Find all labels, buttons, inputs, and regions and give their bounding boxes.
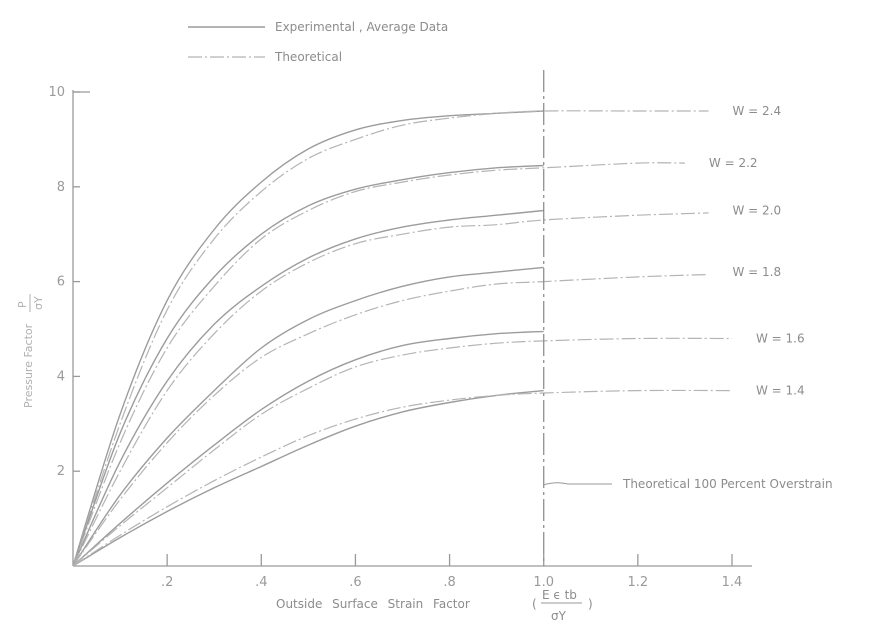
- y-axis-fraction-numerator: P: [16, 301, 29, 308]
- legend-experimental-label: Experimental , Average Data: [275, 20, 448, 34]
- series-18: W = 1.8: [72, 265, 781, 567]
- series-16: W = 1.6: [72, 330, 805, 567]
- experimental-curve: [72, 389, 544, 567]
- series-22: W = 2.2: [72, 156, 758, 567]
- experimental-curve: [72, 209, 544, 567]
- series-label: W = 2.4: [732, 104, 781, 118]
- theoretical-curve: [72, 212, 709, 567]
- y-axis-label: Pressure Factor: [22, 323, 35, 408]
- theoretical-curve: [72, 110, 709, 567]
- series-24: W = 2.4: [72, 104, 781, 567]
- legend-theoretical-label: Theoretical: [274, 50, 342, 64]
- series-label: W = 2.2: [709, 156, 758, 170]
- y-tick-label: 4: [57, 369, 65, 384]
- series-label: W = 1.6: [756, 331, 805, 345]
- y-axis-fraction-denominator: σY: [32, 296, 45, 310]
- x-axis-title: Outside Surface Strain Factor ( E ϵ tb σ…: [276, 588, 593, 623]
- y-axis-title: Pressure Factor P σY: [16, 294, 45, 408]
- overstrain-label: Theoretical 100 Percent Overstrain: [622, 477, 833, 491]
- x-tick-label: .4: [255, 575, 267, 590]
- axes: [72, 90, 752, 567]
- axis-ticks: .2 .4 .6 .8 1.0 1.2 1.4 2 4 6 8 10: [48, 85, 742, 590]
- series-20: W = 2.0: [72, 204, 781, 567]
- overstrain-arrow: [542, 482, 612, 486]
- theoretical-curve: [72, 389, 733, 567]
- y-tick-label: 2: [57, 464, 65, 479]
- theoretical-curve: [72, 337, 733, 567]
- x-tick-label: 1.0: [533, 575, 554, 590]
- legend: Experimental , Average Data Theoretical: [188, 20, 448, 64]
- experimental-curve: [72, 330, 544, 567]
- x-axis-fraction-denominator: σY: [551, 609, 567, 623]
- x-tick-label: .2: [161, 575, 173, 590]
- y-tick-label: 6: [57, 275, 65, 290]
- series-label: W = 1.8: [732, 265, 781, 279]
- x-axis-paren-close: ): [588, 597, 593, 611]
- series-label: W = 1.4: [756, 384, 805, 398]
- y-tick-label: 8: [57, 180, 65, 195]
- experimental-curve: [72, 164, 544, 567]
- series-label: W = 2.0: [732, 204, 781, 218]
- overstrain-annotation: Theoretical 100 Percent Overstrain: [542, 477, 833, 491]
- x-axis-label: Outside Surface Strain Factor: [276, 597, 470, 611]
- x-tick-label: .6: [349, 575, 361, 590]
- y-tick-label: 10: [48, 85, 65, 100]
- experimental-curve: [72, 266, 544, 567]
- x-tick-label: 1.2: [628, 575, 649, 590]
- x-axis-paren-open: (: [532, 597, 537, 611]
- x-axis-fraction-numerator: E ϵ tb: [542, 588, 577, 602]
- curves: W = 2.4 W = 2.2 W = 2.0 W = 1.8 W = 1.6 W = 1…: [72, 104, 805, 567]
- theoretical-curve: [72, 273, 709, 567]
- experimental-curve: [72, 110, 544, 567]
- x-tick-label: 1.4: [722, 575, 743, 590]
- x-tick-label: .8: [443, 575, 455, 590]
- theoretical-curve: [72, 162, 685, 567]
- series-14: W = 1.4: [72, 384, 805, 567]
